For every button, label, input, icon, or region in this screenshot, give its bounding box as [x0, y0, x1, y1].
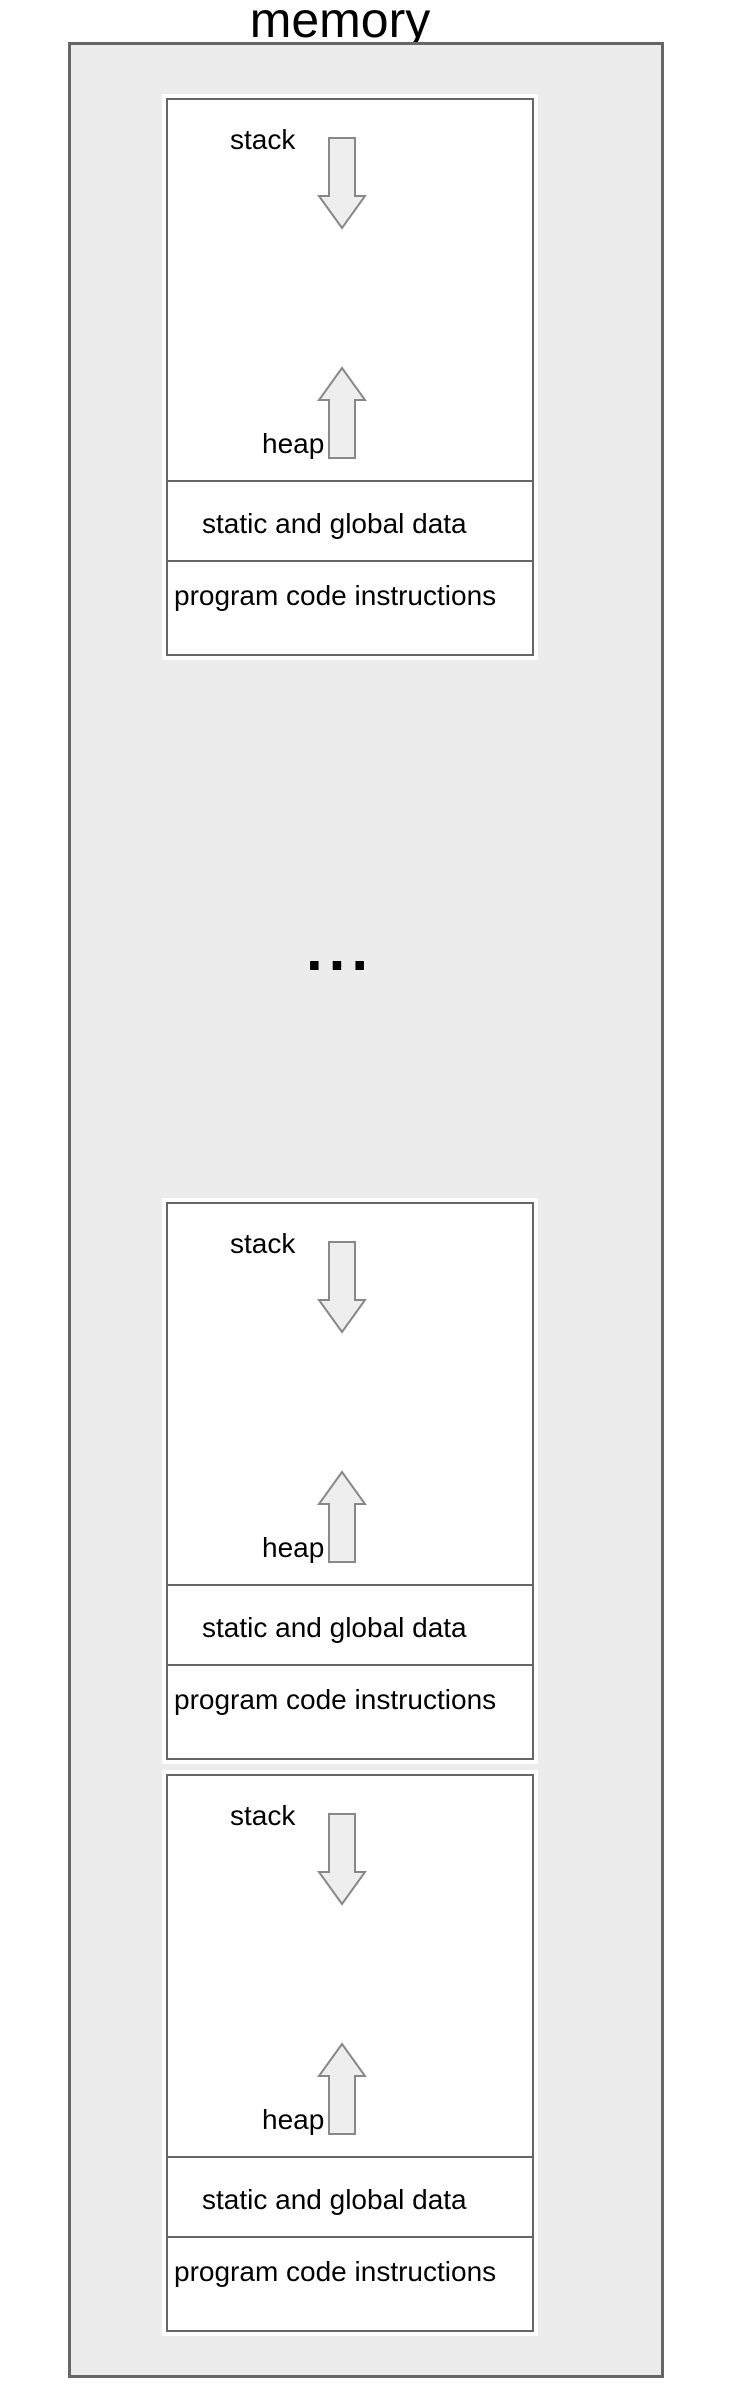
heap-label: heap — [262, 1532, 325, 1563]
process-block-border — [166, 1774, 534, 2332]
segment-divider — [166, 1664, 534, 1666]
stack-arrow-down-icon — [317, 1241, 367, 1334]
process-block-border — [166, 98, 534, 656]
heap-arrow-up-icon — [317, 2042, 367, 2135]
segment-divider — [166, 560, 534, 562]
static-data-label: static and global data — [202, 2184, 467, 2215]
stack-label: stack — [230, 124, 296, 155]
process-block-2: stack heap static and global data progra… — [162, 1198, 538, 1764]
heap-label: heap — [262, 428, 325, 459]
process-block-1: stack heap static and global data progra… — [162, 94, 538, 660]
segment-divider — [166, 2156, 534, 2158]
process-block-border — [166, 1202, 534, 1760]
process-block-3: stack heap static and global data progra… — [162, 1770, 538, 2336]
memory-title: memory — [249, 0, 431, 48]
stack-label: stack — [230, 1800, 296, 1831]
stack-arrow-down-icon — [317, 1813, 367, 1906]
static-data-label: static and global data — [202, 508, 467, 539]
ellipsis: ... — [305, 916, 374, 983]
heap-arrow-up-icon — [317, 1470, 367, 1563]
code-label: program code instructions — [174, 580, 497, 611]
static-data-label: static and global data — [202, 1612, 467, 1643]
heap-label: heap — [262, 2104, 325, 2135]
segment-divider — [166, 480, 534, 482]
segment-divider — [166, 1584, 534, 1586]
stack-arrow-down-icon — [317, 137, 367, 230]
code-label: program code instructions — [174, 2256, 497, 2287]
segment-divider — [166, 2236, 534, 2238]
code-label: program code instructions — [174, 1684, 497, 1715]
stack-label: stack — [230, 1228, 296, 1259]
heap-arrow-up-icon — [317, 366, 367, 459]
